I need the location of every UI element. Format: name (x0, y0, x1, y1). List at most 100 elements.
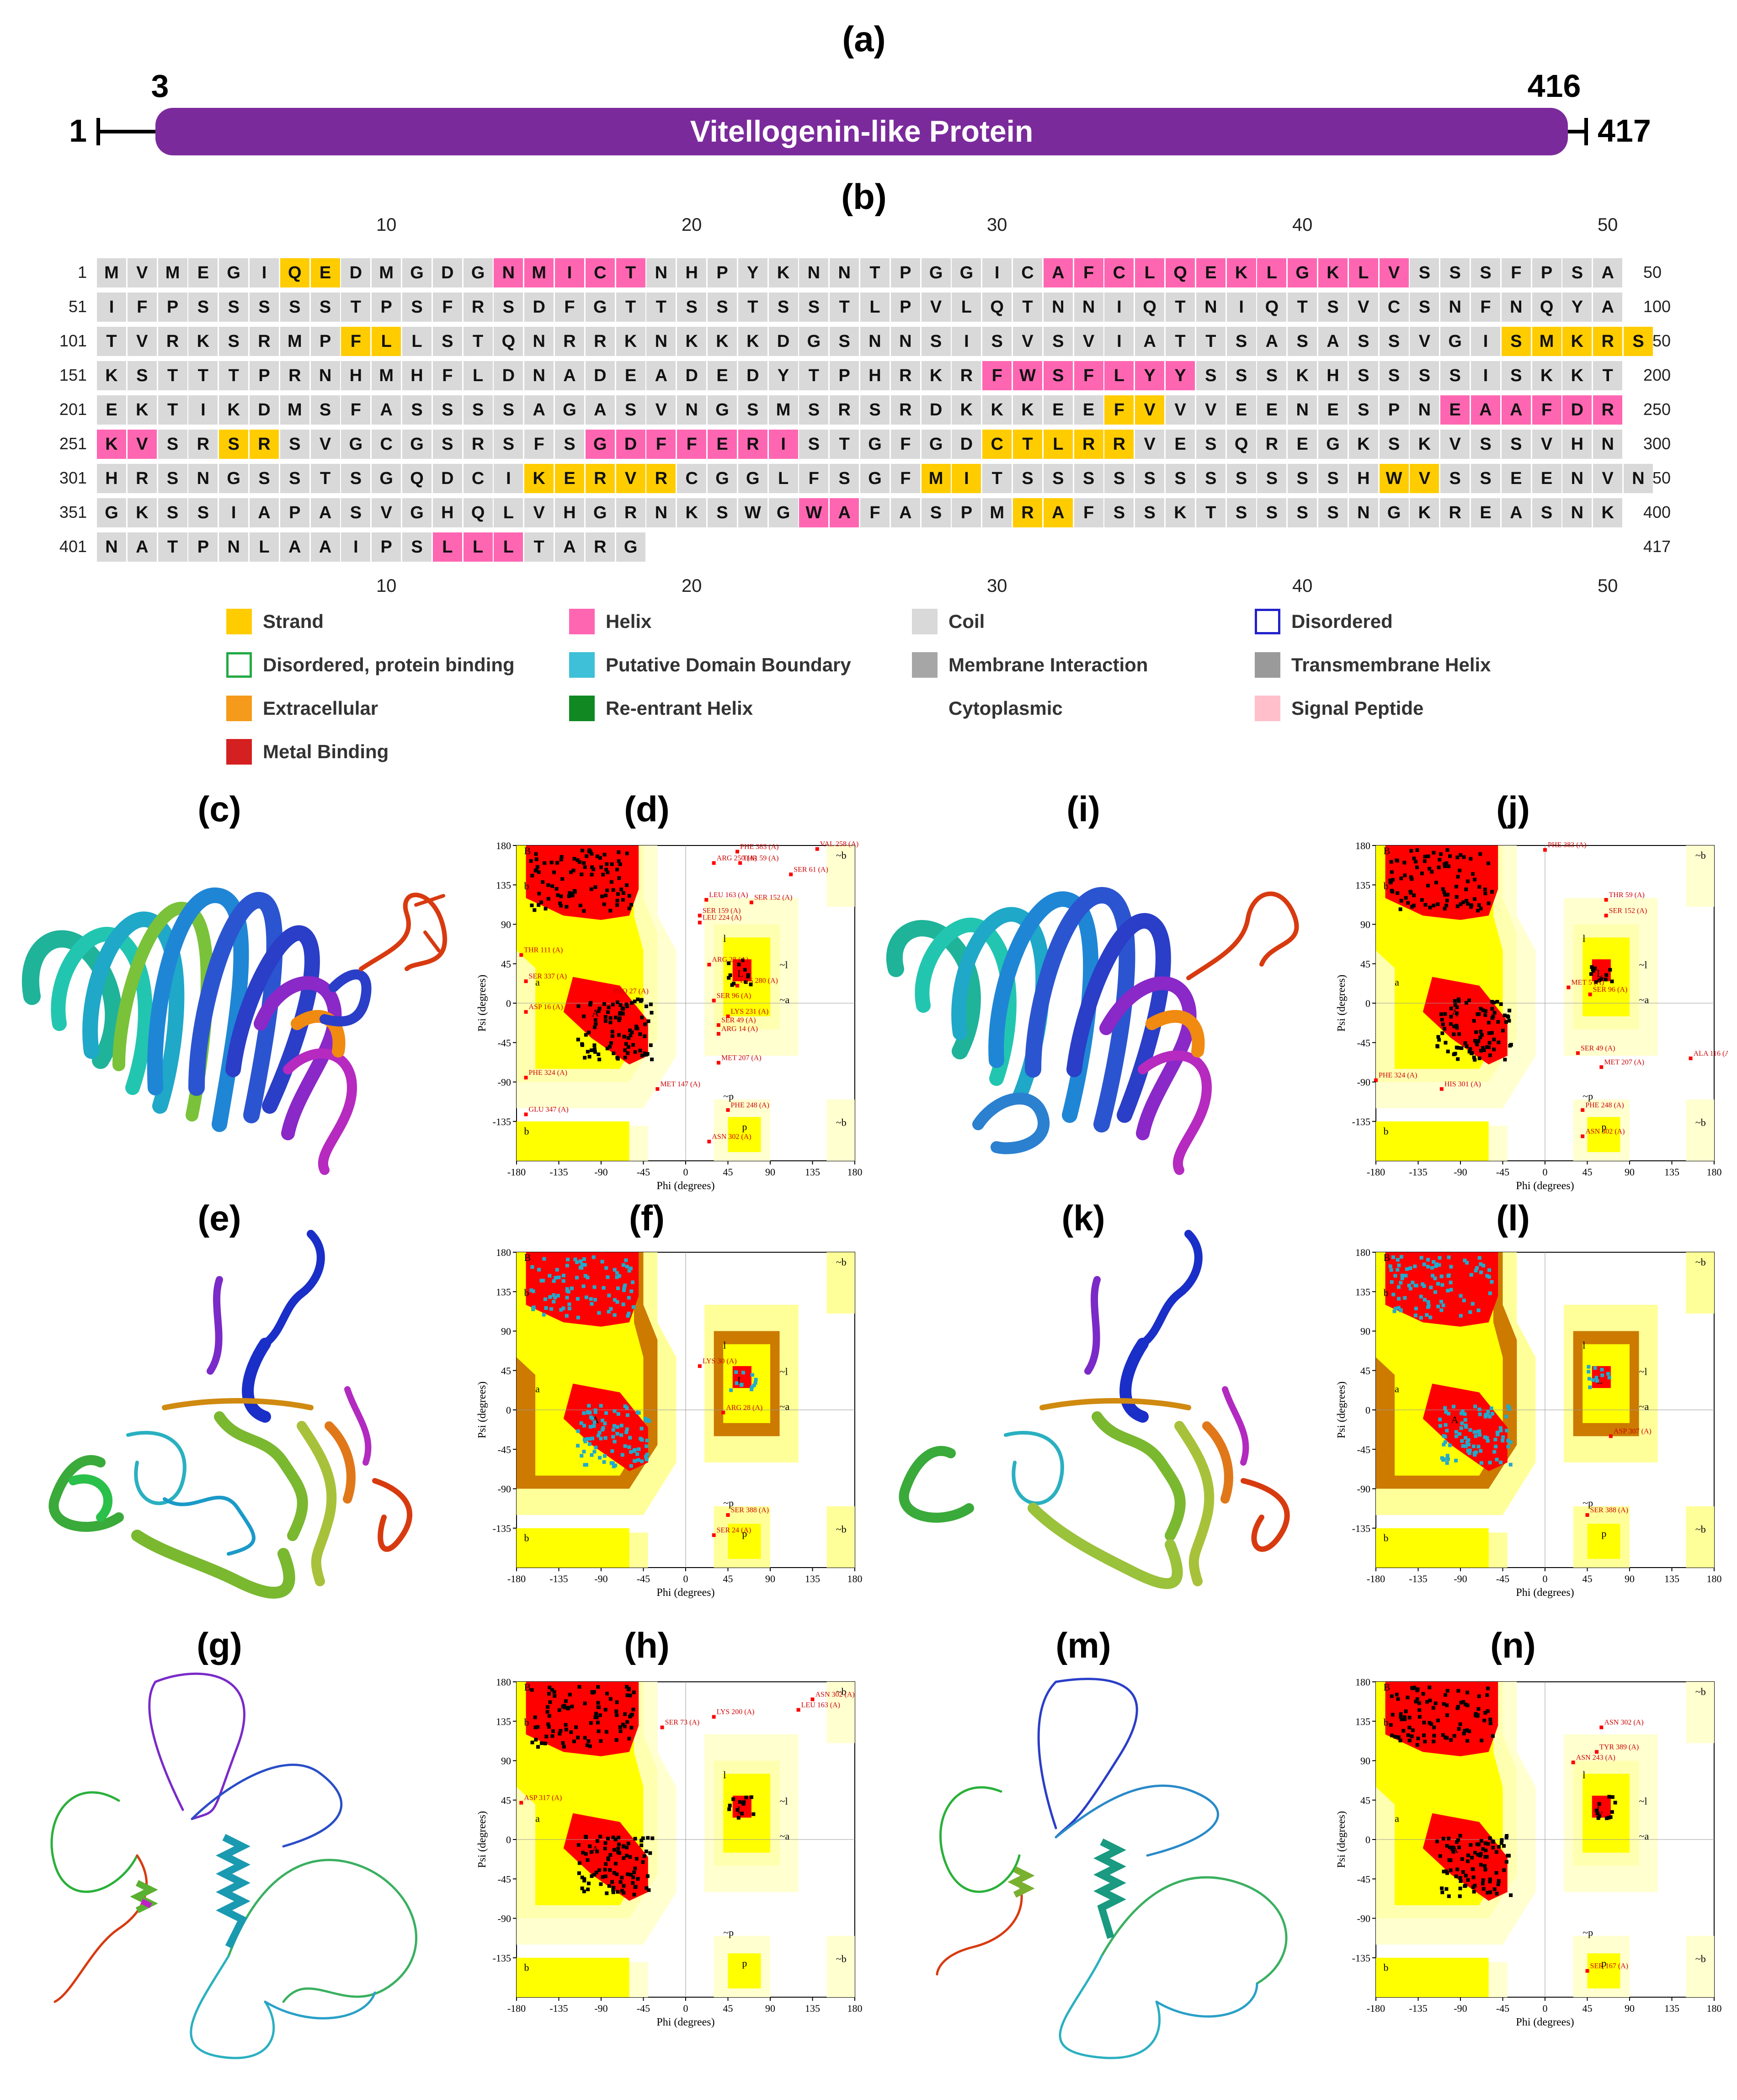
sequence-residue: V (127, 430, 157, 459)
data-point (565, 1314, 569, 1318)
data-point (1471, 1444, 1476, 1448)
outlier-point (726, 1108, 730, 1112)
sequence-residue: V (127, 258, 157, 287)
residue-label: LEU 224 (A) (703, 914, 741, 922)
x-tick-label: -45 (637, 1166, 650, 1178)
data-point (1413, 1264, 1417, 1268)
y-tick-label: 90 (1360, 919, 1370, 930)
data-point (1467, 1729, 1471, 1733)
y-tick-label: -90 (498, 1483, 511, 1495)
data-point (533, 1715, 537, 1719)
residue-label: LEU 163 (A) (709, 891, 748, 899)
sequence-residue: S (921, 327, 951, 356)
sequence-residue: K (982, 395, 1012, 425)
sequence-residue: S (1288, 464, 1317, 493)
data-point (619, 1433, 623, 1437)
sequence-residue: K (1532, 361, 1561, 390)
residue-label: ASN 302 (A) (815, 1691, 855, 1698)
data-point (1399, 1281, 1403, 1285)
data-point (548, 1685, 552, 1690)
data-point (1483, 1841, 1487, 1845)
data-point (627, 1269, 631, 1273)
region-allowed (517, 1957, 629, 1997)
data-point (1391, 1712, 1395, 1717)
legend-item: Putative Domain Boundary (569, 651, 851, 679)
data-point (618, 1880, 623, 1884)
data-point (1439, 1012, 1443, 1016)
data-point (1389, 880, 1393, 884)
data-point (1480, 1738, 1484, 1743)
legend-swatch (226, 696, 252, 721)
residue-label: ALA 116 (A) (1694, 1050, 1728, 1058)
residue-label: PHE 324 (A) (1379, 1072, 1417, 1079)
legend-label: Strand (263, 611, 324, 632)
data-point (1492, 1047, 1496, 1052)
y-tick-label: 0 (1365, 1404, 1370, 1416)
data-point (1499, 1461, 1503, 1465)
legend-label: Disordered, protein binding (263, 654, 515, 675)
sequence-residue: H (1348, 464, 1378, 493)
data-point (630, 1001, 634, 1005)
data-point (1430, 1266, 1434, 1270)
sequence-residue: T (1593, 361, 1623, 390)
data-point (1471, 1867, 1475, 1871)
sequence-residue: W (1013, 361, 1042, 390)
sequence-residue: K (97, 361, 126, 390)
data-point (625, 1854, 629, 1858)
data-point (628, 1028, 632, 1032)
sequence-residue: S (310, 395, 340, 425)
region-letter: a (535, 1813, 540, 1824)
y-tick-label: -90 (498, 1077, 511, 1088)
data-point (636, 1877, 640, 1881)
data-point (1426, 883, 1430, 888)
sequence-residue: S (1043, 327, 1073, 356)
data-point (590, 872, 594, 877)
sequence-residue: S (1348, 361, 1378, 390)
data-point (1440, 1031, 1444, 1035)
data-point (1490, 1007, 1494, 1011)
data-point (741, 1371, 746, 1375)
outlier-point (1571, 1760, 1575, 1765)
data-point (1463, 1729, 1467, 1733)
sequence-residue: K (219, 395, 249, 425)
region-letter: ~b (1695, 1523, 1706, 1535)
data-point (1438, 1854, 1442, 1858)
sequence-residue: L (1135, 258, 1165, 287)
data-point (1472, 1055, 1476, 1059)
sequence-residue: R (250, 430, 279, 459)
data-point (1472, 1019, 1476, 1023)
data-point (565, 1257, 570, 1261)
sequence-residue: A (250, 498, 279, 527)
data-point (1468, 1310, 1472, 1314)
data-point (586, 1437, 590, 1441)
data-point (1477, 1012, 1481, 1016)
data-point (1423, 903, 1428, 907)
sequence-residue: T (616, 258, 645, 287)
data-point (603, 1015, 607, 1019)
sequence-residue: Q (1226, 430, 1256, 459)
data-point (631, 1881, 635, 1885)
data-point (1483, 1868, 1487, 1872)
sequence-row-end: 417 (1643, 537, 1671, 556)
sequence-residue: K (1410, 430, 1439, 459)
data-point (1506, 1439, 1510, 1443)
data-point (1437, 1263, 1441, 1267)
data-point (1397, 1263, 1401, 1267)
data-point (1448, 854, 1452, 858)
sequence-residue: A (1135, 327, 1165, 356)
sequence-residue: N (830, 258, 859, 287)
outlier-point (1581, 1134, 1585, 1138)
data-point (1447, 1412, 1451, 1416)
x-tick-label: -180 (1367, 1166, 1385, 1178)
sequence-residue: P (158, 292, 187, 322)
data-point (1486, 861, 1490, 866)
region-letter: b (1383, 1532, 1388, 1544)
sequence-residue: R (738, 430, 767, 459)
data-point (1403, 1296, 1407, 1300)
data-point (1463, 1412, 1467, 1416)
data-point (1423, 855, 1427, 859)
residue-label: LYS 200 (A) (717, 1708, 755, 1716)
data-point (592, 1047, 597, 1051)
region-letter: ~b (836, 1116, 847, 1128)
